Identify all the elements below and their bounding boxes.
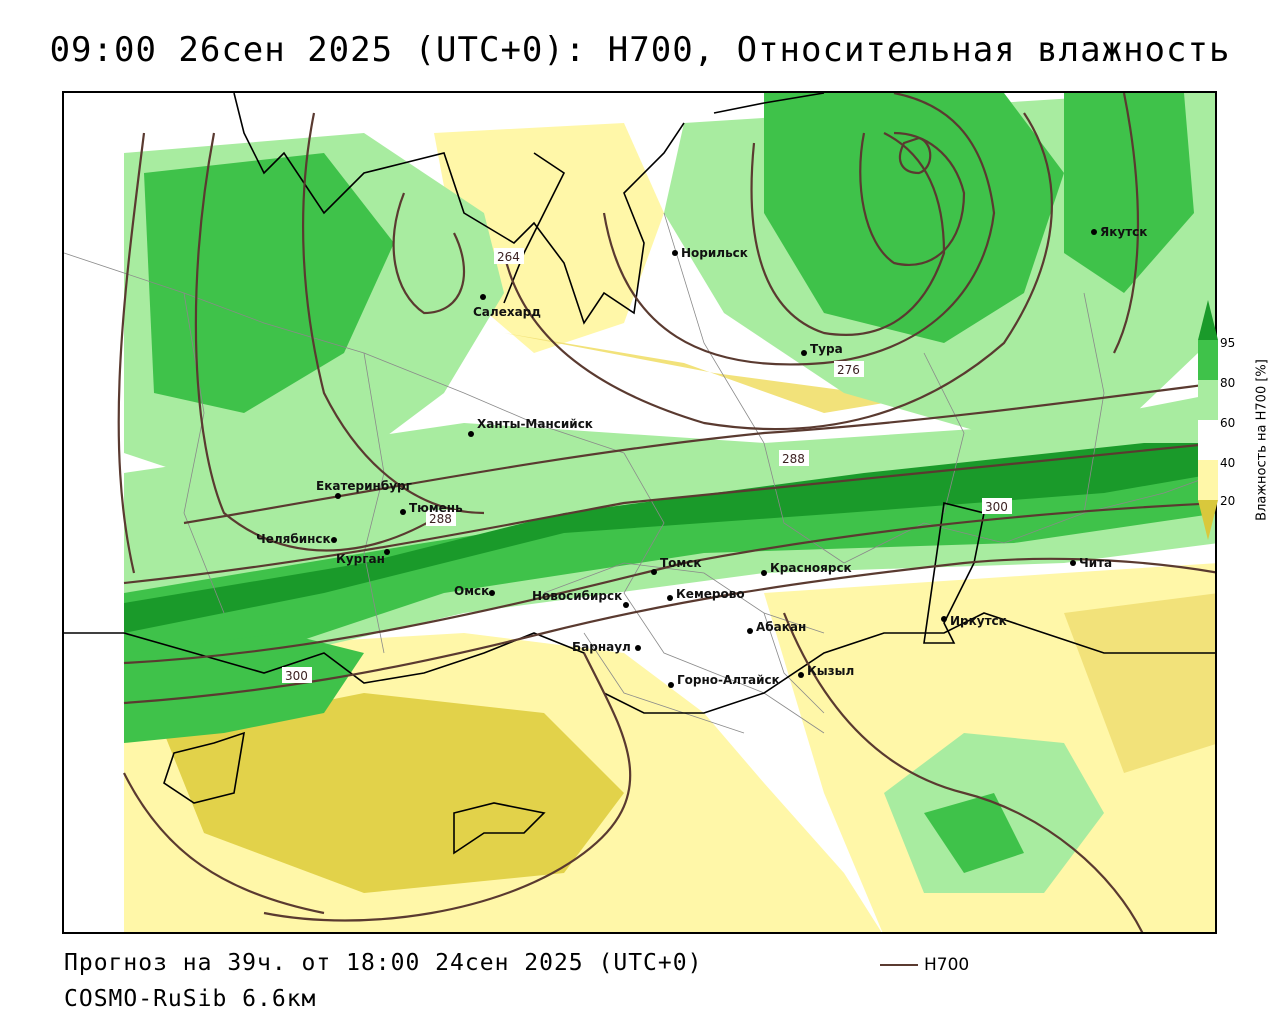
city-novosibirsk: Новосибирск xyxy=(532,589,629,608)
city-kemerovo: Кемерово xyxy=(667,587,745,601)
city-kyzyl: Кызыл xyxy=(798,664,854,678)
colorbar-gradient xyxy=(1198,300,1218,540)
city-barnaul: Барнаул xyxy=(572,640,641,654)
city-irkutsk: Иркутск xyxy=(941,614,1007,628)
model-name: COSMO-RuSib 6.6км xyxy=(64,986,317,1012)
city-yekaterinburg: Екатеринбург xyxy=(316,479,412,499)
svg-text:Красноярск: Красноярск xyxy=(770,561,852,575)
weather-map: 264 276 288 288 300 300 Норильск Якутск … xyxy=(62,91,1217,934)
colorbar-tick-60: 60 xyxy=(1220,416,1236,430)
svg-text:Курган: Курган xyxy=(336,552,385,566)
city-abakan: Абакан xyxy=(747,620,806,634)
svg-text:Челябинск: Челябинск xyxy=(256,532,331,546)
city-krasnoyarsk: Красноярск xyxy=(761,561,852,576)
svg-text:Барнаул: Барнаул xyxy=(572,640,631,654)
city-yakutsk: Якутск xyxy=(1091,225,1147,239)
city-chelyabinsk: Челябинск xyxy=(256,532,337,546)
svg-text:Салехард: Салехард xyxy=(473,305,541,319)
city-tyumen: Тюмень xyxy=(400,501,463,515)
forecast-info: Прогноз на 39ч. от 18:00 24сен 2025 (UTC… xyxy=(64,950,703,976)
svg-text:Екатеринбург: Екатеринбург xyxy=(316,479,412,493)
svg-text:Томск: Томск xyxy=(660,556,702,570)
city-kurgan: Курган xyxy=(336,549,390,566)
city-salekhard: Салехард xyxy=(473,294,541,319)
svg-text:Якутск: Якутск xyxy=(1100,225,1147,239)
isoline-labels: 264 276 288 288 300 300 xyxy=(282,248,1012,683)
city-tomsk: Томск xyxy=(651,556,702,575)
svg-text:Омск: Омск xyxy=(454,584,489,598)
svg-text:Кызыл: Кызыл xyxy=(807,664,854,678)
isoline-label-288-west: 288 xyxy=(429,512,452,526)
legend-line-swatch xyxy=(880,964,918,966)
svg-text:Абакан: Абакан xyxy=(756,620,806,634)
city-chita: Чита xyxy=(1070,556,1112,570)
isoline-label-264: 264 xyxy=(497,250,520,264)
isoline-label-300-east: 300 xyxy=(985,500,1008,514)
isoline-label-288-east: 288 xyxy=(782,452,805,466)
svg-text:Новосибирск: Новосибирск xyxy=(532,589,622,603)
legend-label: H700 xyxy=(924,955,970,975)
legend: H700 xyxy=(880,955,969,975)
coastlines-borders xyxy=(64,93,1215,855)
isoline-label-300-west: 300 xyxy=(285,669,308,683)
map-canvas: 264 276 288 288 300 300 Норильск Якутск … xyxy=(64,93,1215,932)
svg-text:Тюмень: Тюмень xyxy=(409,501,463,515)
city-markers: Норильск Якутск Салехард Тура Ханты-Манс… xyxy=(256,225,1147,688)
colorbar-tick-95: 95 xyxy=(1220,336,1236,350)
h700-isolines xyxy=(117,93,1215,932)
svg-text:Ханты-Мансийск: Ханты-Мансийск xyxy=(477,417,593,431)
colorbar-title: Влажность на H700 [%] xyxy=(1254,359,1270,521)
region-boundaries xyxy=(64,212,1215,734)
colorbar-tick-20: 20 xyxy=(1220,494,1236,508)
svg-text:Норильск: Норильск xyxy=(681,246,748,260)
city-norilsk: Норильск xyxy=(672,246,748,260)
svg-text:Тура: Тура xyxy=(810,342,843,356)
city-gorno-altaysk: Горно-Алтайск xyxy=(668,673,780,688)
colorbar-tick-80: 80 xyxy=(1220,376,1236,390)
svg-text:Кемерово: Кемерово xyxy=(676,587,745,601)
svg-text:Горно-Алтайск: Горно-Алтайск xyxy=(677,673,780,687)
city-khanty-mansiysk: Ханты-Мансийск xyxy=(468,417,593,437)
isoline-label-276: 276 xyxy=(837,363,860,377)
svg-text:Иркутск: Иркутск xyxy=(950,614,1007,628)
city-omsk: Омск xyxy=(454,584,495,598)
city-tura: Тура xyxy=(801,342,843,356)
svg-text:Чита: Чита xyxy=(1079,556,1112,570)
map-title: 09:00 26сен 2025 (UTC+0): H700, Относите… xyxy=(49,30,1231,70)
colorbar-tick-40: 40 xyxy=(1220,456,1236,470)
